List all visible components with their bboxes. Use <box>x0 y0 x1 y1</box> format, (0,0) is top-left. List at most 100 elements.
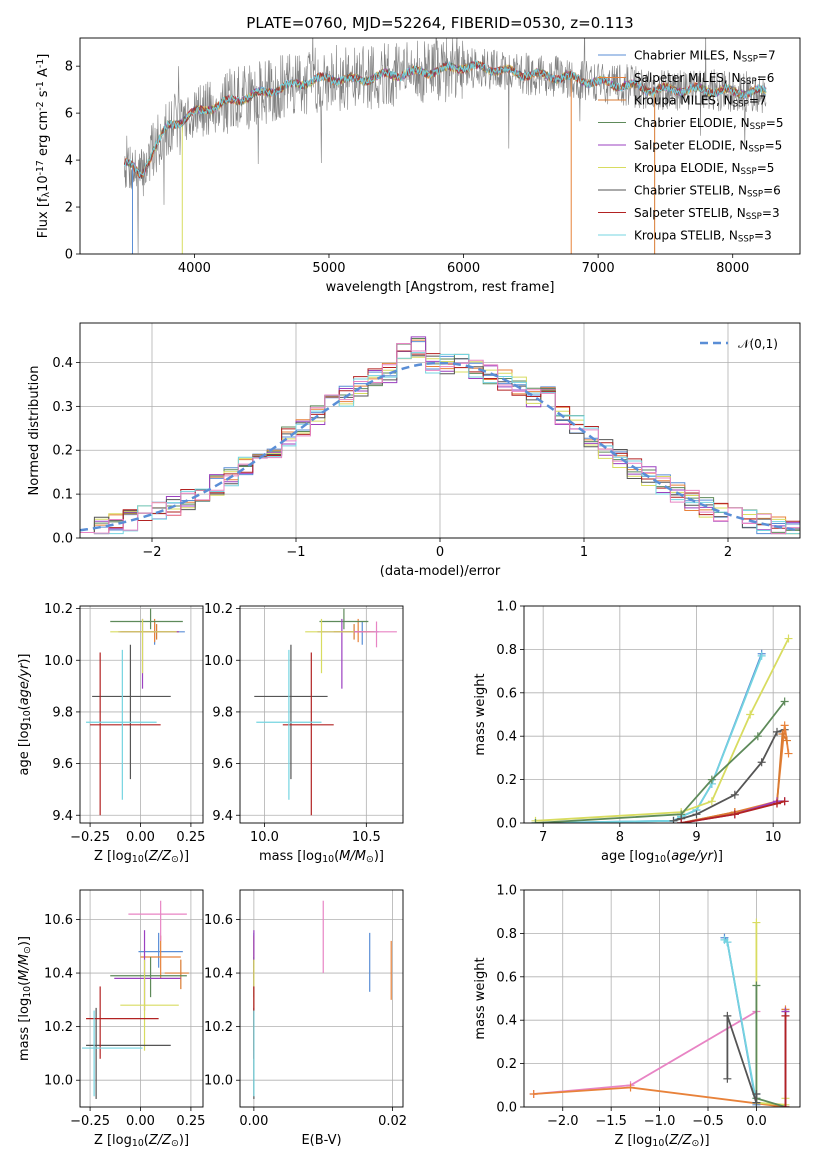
y-tick-label: 10.0 <box>44 654 73 669</box>
x-tick-label: 1 <box>580 545 588 560</box>
y-tick-label: 9.8 <box>212 705 233 720</box>
x-tick-label: −2.0 <box>547 1114 579 1129</box>
mass-weight-vs-metallicity-panel: −2.0 −1.5 −1.0 −0.5 0.0 0.0 0.2 0.4 0.6 0.8 1.0 Z [… <box>473 884 801 1149</box>
legend-label: Salpeter MILES, NSSP=6 <box>634 71 774 87</box>
y-tick-label: 10.6 <box>204 913 233 928</box>
series-marker <box>746 710 755 719</box>
x-tick-label: 5000 <box>312 261 345 276</box>
y-tick-label: 10.4 <box>44 967 73 982</box>
x-tick-label: 0.00 <box>126 830 155 845</box>
age-vs-metallicity-panel: −0.25 0.00 0.25 9.4 9.6 9.8 10.0 10.2 Z [log10(Z… <box>17 602 205 865</box>
x-tick-label: 0.0 <box>746 1114 767 1129</box>
y-tick-label: 4 <box>65 154 73 169</box>
y-tick-label: 9.4 <box>212 809 233 824</box>
x-tick-label: 0.00 <box>239 1114 268 1129</box>
series-marker <box>707 797 716 806</box>
legend-label: Salpeter ELODIE, NSSP=5 <box>634 139 782 155</box>
series-marker <box>757 758 766 767</box>
y-tick-label: 0 <box>65 248 73 263</box>
x-tick-label: −0.25 <box>70 1114 110 1129</box>
series-marker <box>531 819 540 823</box>
y-tick-label: 0.4 <box>496 730 517 745</box>
plot-area <box>82 900 189 1099</box>
y-tick-label: 0.2 <box>496 1057 517 1072</box>
series-marker <box>778 730 787 739</box>
y-tick-label: 10.0 <box>44 1074 73 1089</box>
series-marker <box>752 1098 761 1107</box>
y-tick-label: 10.2 <box>44 1020 73 1035</box>
y-tick-label: 6 <box>65 107 73 122</box>
x-axis-label: Z [log10(Z/Z⊙)] <box>614 1133 709 1149</box>
x-axis-label: Z [log10(Z/Z⊙)] <box>94 1133 189 1149</box>
series-marker <box>781 1011 790 1020</box>
series-marker <box>723 938 732 947</box>
y-tick-label: 10.0 <box>204 1074 233 1089</box>
chart-title: PLATE=0760, MJD=52264, FIBERID=0530, z=0… <box>246 14 633 32</box>
spectrum-panel: 4000 5000 6000 7000 8000 0 2 4 6 8 wavelength [Ang… <box>35 14 801 295</box>
plot-area <box>86 608 185 816</box>
mass-weight-vs-age-panel: 7 8 9 10 0.0 0.2 0.4 0.6 0.8 1.0 age [log10(age/yr… <box>473 600 801 865</box>
y-tick-label: 0.2 <box>496 773 517 788</box>
plot-area <box>529 918 790 1107</box>
y-tick-label: 0.0 <box>496 817 517 832</box>
series-marker <box>784 634 793 643</box>
x-tick-label: 8 <box>616 830 624 845</box>
x-tick-label: 6000 <box>447 261 480 276</box>
y-tick-label: 0.1 <box>52 488 73 503</box>
series-marker <box>753 732 762 741</box>
x-tick-label: 10 <box>765 830 782 845</box>
series-marker <box>669 816 678 823</box>
series-marker <box>752 981 761 990</box>
x-axis-label: wavelength [Angstrom, rest frame] <box>326 280 555 295</box>
series-line <box>533 1010 757 1095</box>
series-line <box>535 655 763 823</box>
x-axis-label: age [log10(age/yr)] <box>601 849 723 865</box>
legend-label: Chabrier MILES, NSSP=7 <box>634 49 776 65</box>
y-tick-label: 0.4 <box>496 1014 517 1029</box>
series-marker <box>784 749 793 758</box>
age-vs-mass-panel: 10.0 10.5 9.4 9.6 9.8 10.0 10.2 mass [log10(M/M… <box>204 602 404 865</box>
series-line <box>535 638 790 822</box>
x-axis-label: (data-model)/error <box>380 564 501 579</box>
axes-frame <box>79 37 801 255</box>
plot-area <box>80 336 800 535</box>
normal-curve <box>80 361 800 532</box>
y-tick-label: 0.0 <box>52 532 73 547</box>
series-line <box>726 1015 758 1103</box>
histogram-step <box>80 343 800 535</box>
series-line <box>681 800 785 823</box>
x-tick-label: −1.0 <box>644 1114 676 1129</box>
x-tick-label: −0.5 <box>692 1114 724 1129</box>
y-tick-label: 10.2 <box>44 602 73 617</box>
series-marker <box>723 1074 732 1083</box>
series-marker <box>780 797 789 806</box>
y-tick-label: 10.6 <box>44 913 73 928</box>
x-tick-label: 8000 <box>716 261 749 276</box>
y-tick-label: 10.2 <box>204 602 233 617</box>
x-tick-label: −1 <box>286 545 305 560</box>
x-tick-label: 0.00 <box>126 1114 155 1129</box>
y-tick-label: 0.8 <box>496 643 517 658</box>
legend-label: Kroupa STELIB, NSSP=3 <box>634 229 772 245</box>
series-line <box>755 985 787 1107</box>
y-tick-label: 9.6 <box>212 757 233 772</box>
y-axis-label: Flux [fλ10-17 erg cm-2 s-1 A-1] <box>35 54 52 239</box>
legend-label: Chabrier ELODIE, NSSP=5 <box>634 116 783 132</box>
x-tick-label: 0.25 <box>176 830 205 845</box>
y-axis-label: Normed distribution <box>27 366 42 496</box>
x-tick-label: −1.5 <box>595 1114 627 1129</box>
series-marker <box>692 810 701 819</box>
data-spectrum <box>124 38 767 254</box>
axes-frame <box>523 889 801 1108</box>
series-marker <box>752 1089 761 1098</box>
x-tick-label: 0.25 <box>176 1114 205 1129</box>
y-tick-label: 1.0 <box>496 884 517 899</box>
plot-area <box>254 608 397 816</box>
y-tick-label: 0.0 <box>496 1101 517 1116</box>
y-tick-label: 10.0 <box>204 654 233 669</box>
series-marker <box>752 918 761 927</box>
legend-label: Kroupa MILES, NSSP=7 <box>634 94 767 110</box>
legend-label: 𝒩(0,1) <box>738 337 778 351</box>
y-tick-label: 0.2 <box>52 444 73 459</box>
